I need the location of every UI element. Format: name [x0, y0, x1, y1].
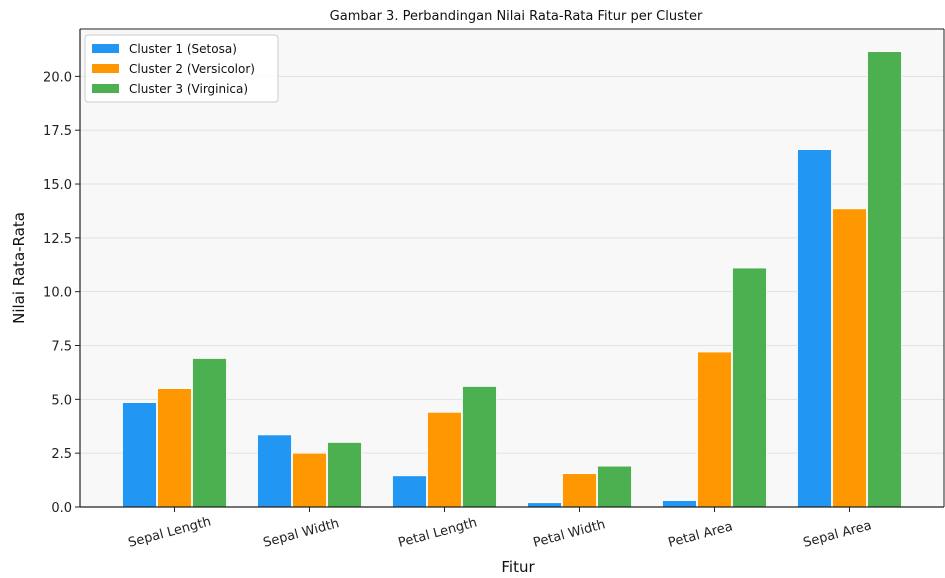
x-tick-label: Petal Width — [532, 517, 607, 551]
y-tick-label: 10.0 — [43, 286, 72, 301]
x-tick-label: Sepal Width — [262, 516, 341, 551]
bar — [832, 208, 867, 508]
x-tick-label: Petal Length — [397, 515, 479, 550]
x-ticks: Sepal Length Sepal Width Petal Length Petal… — [127, 507, 874, 551]
legend-label: Cluster 2 (Versicolor) — [129, 62, 255, 76]
y-tick-label: 0.0 — [51, 501, 72, 516]
bar — [427, 411, 462, 508]
y-tick-label: 20.0 — [43, 70, 72, 85]
legend: Cluster 1 (Setosa) Cluster 2 (Versicolor)… — [84, 34, 279, 103]
y-tick-label: 15.0 — [43, 178, 72, 193]
y-axis-title: Nilai Rata-Rata — [10, 212, 28, 324]
bar — [157, 388, 192, 508]
chart-title: Gambar 3. Perbandingan Nilai Rata-Rata F… — [330, 9, 703, 24]
bars — [122, 51, 902, 508]
y-tick-label: 7.5 — [51, 340, 72, 355]
bar — [697, 351, 732, 508]
legend-box — [84, 34, 279, 103]
bar — [662, 500, 697, 508]
bar — [462, 386, 497, 508]
x-tick-label: Sepal Length — [127, 514, 213, 551]
bar — [257, 434, 292, 508]
legend-label: Cluster 3 (Virginica) — [129, 82, 248, 96]
y-tick-label: 2.5 — [51, 447, 72, 462]
legend-swatch — [92, 84, 119, 93]
bar — [732, 267, 767, 508]
bar — [122, 402, 157, 508]
y-tick-label: 12.5 — [43, 232, 72, 247]
y-tick-label: 17.5 — [43, 124, 72, 139]
bar — [192, 358, 227, 508]
bar — [527, 502, 562, 508]
legend-swatch — [92, 64, 119, 73]
x-axis-title: Fitur — [501, 558, 535, 576]
bar — [562, 473, 597, 508]
y-ticks: 0.0 2.5 5.0 7.5 10.0 12.5 15.0 17.5 20.0 — [43, 70, 80, 516]
legend-label: Cluster 1 (Setosa) — [129, 42, 237, 56]
bar — [797, 149, 832, 508]
x-tick-label: Petal Area — [667, 519, 735, 551]
bar — [327, 442, 362, 508]
x-tick-label: Sepal Area — [802, 518, 874, 551]
bar — [597, 465, 632, 508]
bar — [867, 51, 902, 508]
y-tick-label: 5.0 — [51, 393, 72, 408]
legend-swatch — [92, 44, 119, 53]
bar — [392, 475, 427, 508]
bar — [292, 452, 327, 508]
